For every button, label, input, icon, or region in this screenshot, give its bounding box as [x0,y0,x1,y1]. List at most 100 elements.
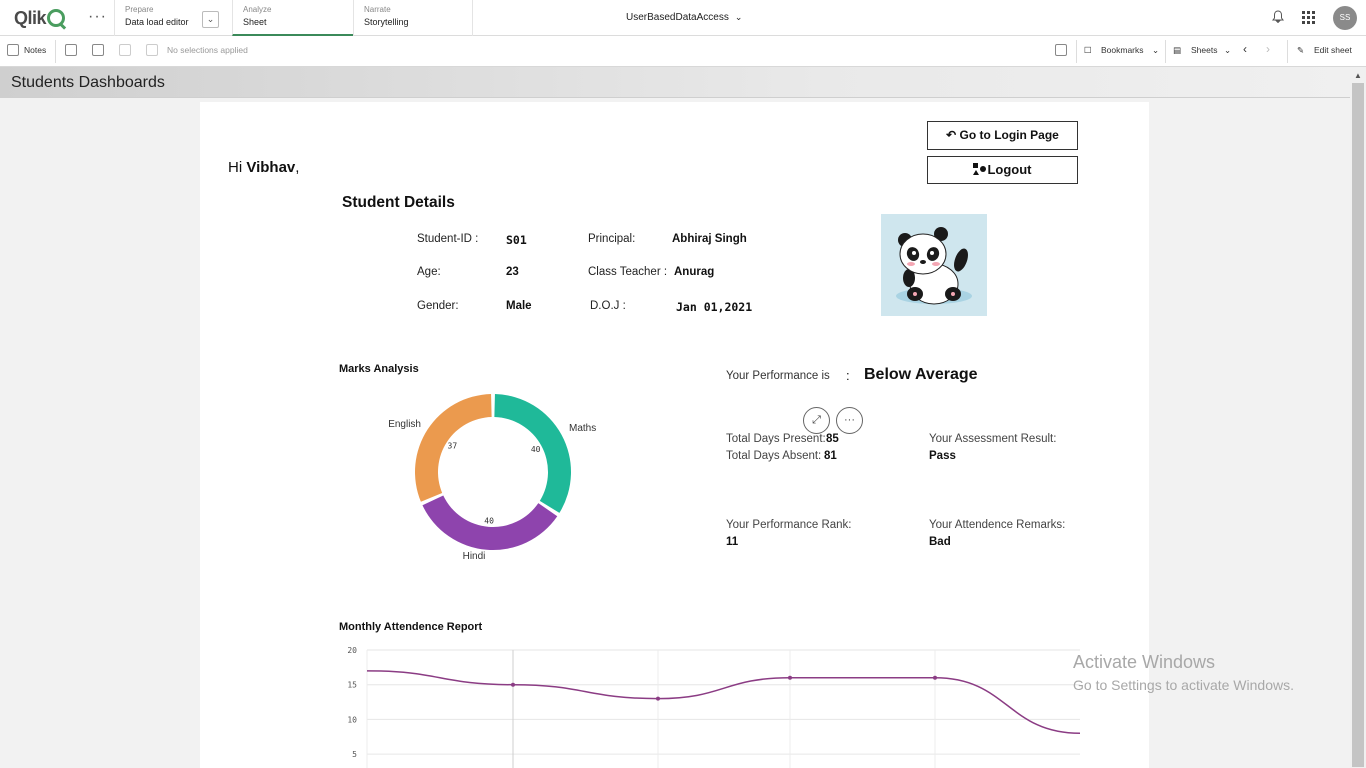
bell-icon[interactable] [1272,10,1284,26]
smart-search-icon[interactable] [65,44,77,56]
tab-narrate-caption: Narrate [364,5,391,14]
marks-donut-chart[interactable]: 40 Maths 40 Hindi 37 English [340,384,670,584]
donut-label-english: English [388,419,421,430]
next-sheet-icon[interactable]: › [1266,42,1270,56]
step-back-icon[interactable] [119,44,131,56]
app-title: UserBasedDataAccess [626,12,729,23]
student-id-label: Student-ID : [417,233,479,245]
class-teacher-label: Class Teacher : [588,266,668,278]
donut-slice-english[interactable] [415,394,492,502]
sheets-button[interactable]: Sheets [1191,45,1218,55]
notes-button[interactable]: Notes [24,45,47,55]
greeting-suffix: , [295,159,300,176]
attendance-remarks-label: Your Attendence Remarks: [929,519,1066,531]
performance-rank-label: Your Performance Rank: [726,519,852,531]
selection-tool-icon[interactable] [92,44,104,56]
shapes-icon [973,163,987,175]
attendance-series-line[interactable] [366,670,1080,735]
assessment-value: Pass [929,450,956,462]
toolbar-divider [1076,40,1077,63]
tab-prepare-caption: Prepare [125,5,154,14]
notes-icon[interactable] [7,44,19,56]
top-nav-bar: Qlik ··· Prepare Data load editor ⌄ Anal… [0,0,1366,36]
attendance-point[interactable] [511,682,515,687]
tab-prepare[interactable]: Prepare Data load editor [114,0,232,36]
toolbar: Notes No selections applied ☐ Bookmarks … [0,36,1366,67]
donut-slice-maths[interactable] [494,394,571,513]
scrollbar-thumb[interactable] [1352,83,1364,767]
clear-selections-icon[interactable] [146,44,158,56]
days-absent-value: 81 [824,450,837,462]
go-to-login-label: Go to Login Page [959,128,1059,142]
avatar[interactable]: SS [1333,6,1357,30]
days-present-label: Total Days Present: [726,433,826,445]
chevron-down-icon: ⌄ [734,12,743,22]
donut-value-maths: 40 [531,445,541,454]
grid-view-icon[interactable] [1055,44,1067,56]
bookmarks-button[interactable]: Bookmarks [1101,45,1144,55]
performance-colon: : [846,368,850,383]
sheet-title: Students Dashboards [11,74,165,91]
toolbar-divider [1287,40,1288,63]
y-tick-label: 5 [352,750,357,759]
app-title-dropdown[interactable]: UserBasedDataAccess ⌄ [626,12,742,23]
dashboard-canvas: ↶ Go to Login Page Logout Hi Vibhav, Stu… [200,102,1149,768]
age-label: Age: [417,266,441,278]
prepare-dropdown-button[interactable]: ⌄ [202,11,219,28]
performance-label: Your Performance is [726,370,830,382]
gender-label: Gender: [417,300,459,312]
edit-pencil-icon[interactable]: ✎ [1297,45,1305,55]
activate-windows-title: Activate Windows [1073,652,1216,672]
scroll-up-icon[interactable]: ▲ [1354,71,1362,80]
donut-label-hindi: Hindi [463,551,486,562]
back-arrow-icon: ↶ [946,128,960,142]
days-absent-label: Total Days Absent: [726,450,822,462]
attendance-point[interactable] [788,675,792,680]
greeting-prefix: Hi [228,159,247,176]
performance-rank-value: 11 [726,536,739,548]
more-menu-icon[interactable]: ··· [88,8,107,25]
more-options-icon[interactable]: ··· [836,407,863,434]
tab-narrate[interactable]: Narrate Storytelling [353,0,473,36]
tab-analyze[interactable]: Analyze Sheet [232,0,353,36]
attendance-line-chart[interactable]: 20 15 10 5 [335,642,1080,768]
bell-icon-svg [1272,10,1284,24]
logout-button[interactable]: Logout [927,156,1078,184]
chevron-down-icon[interactable]: ⌄ [1152,45,1160,55]
vertical-scrollbar[interactable]: ▲ [1350,67,1366,768]
donut-value-english: 37 [448,442,458,451]
doj-label: D.O.J : [590,300,626,312]
edit-sheet-button[interactable]: Edit sheet [1314,45,1352,55]
selections-status: No selections applied [167,45,248,55]
y-tick-label: 20 [347,646,357,655]
attendance-point[interactable] [933,675,937,680]
donut-value-hindi: 40 [484,516,494,525]
go-to-login-button[interactable]: ↶ Go to Login Page [927,121,1078,150]
qlik-logo-text: Qlik [14,8,47,28]
qlik-q-icon [47,9,66,27]
sheets-icon[interactable]: ▤ [1173,45,1182,55]
apps-grid-icon[interactable] [1302,11,1315,24]
student-details-title: Student Details [342,194,455,211]
sheet-title-bar: Students Dashboards [0,67,1366,98]
tab-prepare-label: Data load editor [125,17,189,27]
previous-sheet-icon[interactable]: ‹ [1243,42,1247,56]
attendance-report-title: Monthly Attendence Report [339,621,483,633]
expand-icon[interactable]: ⤢ [803,407,830,434]
donut-slice-hindi[interactable] [422,495,558,550]
panda-image [896,227,972,305]
performance-value: Below Average [864,366,978,383]
age-value: 23 [506,266,519,278]
doj-value: Jan 01,2021 [676,300,753,314]
bookmark-icon[interactable]: ☐ [1084,45,1092,55]
activate-windows-subtitle: Go to Settings to activate Windows. [1073,677,1294,693]
attendance-point[interactable] [656,696,660,701]
student-id-value: S01 [506,233,527,247]
marks-analysis-title: Marks Analysis [339,363,419,375]
logout-label: Logout [987,162,1032,177]
qlik-logo[interactable]: Qlik [14,8,66,29]
tab-analyze-label: Sheet [243,17,267,27]
student-name: Vibhav [246,159,296,176]
toolbar-divider [1165,40,1166,63]
chevron-down-icon[interactable]: ⌄ [1224,45,1232,55]
